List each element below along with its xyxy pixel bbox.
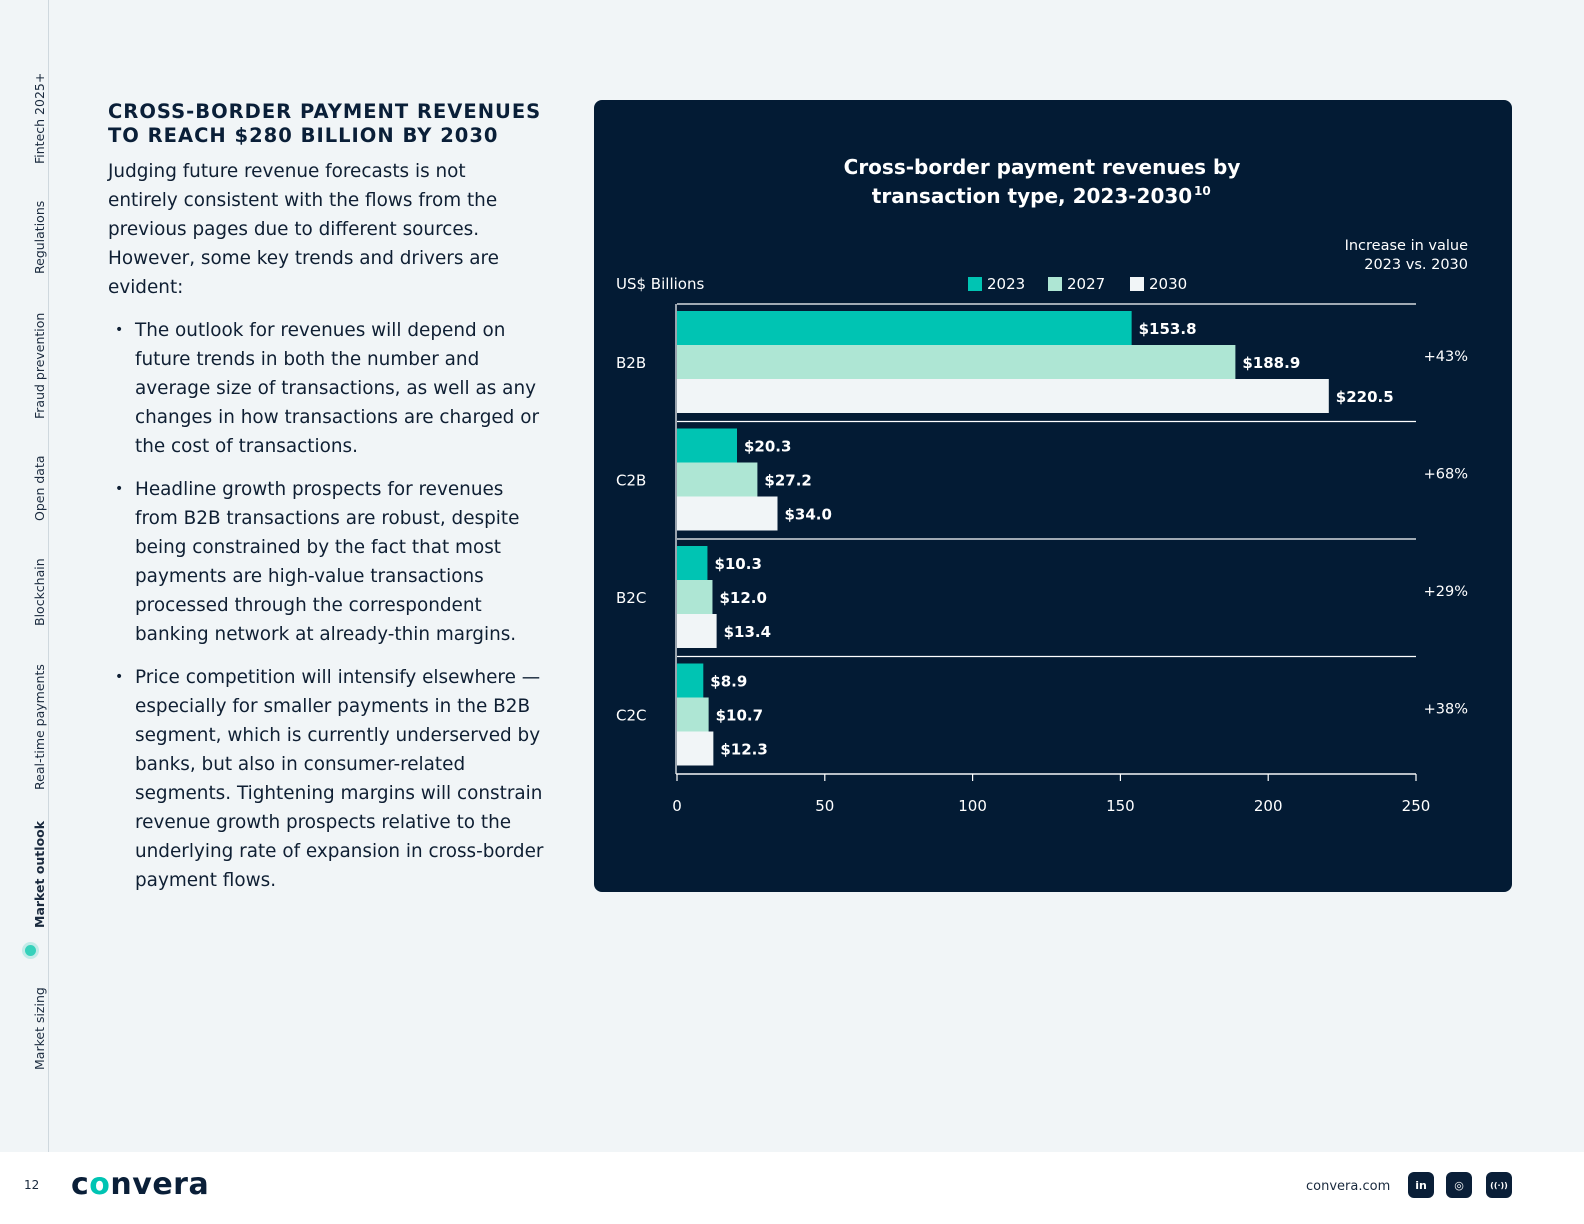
bar-2023-c2c: [677, 664, 703, 698]
sidebar-item-fintech[interactable]: Fintech 2025+: [32, 73, 47, 164]
bar-2027-c2b: [677, 463, 757, 497]
category-label: C2B: [616, 472, 646, 490]
sidebar-item-blockchain[interactable]: Blockchain: [32, 558, 47, 626]
data-label: $20.3: [744, 438, 791, 456]
data-label: $34.0: [785, 506, 832, 524]
bullet-list: The outlook for revenues will depend on …: [108, 316, 548, 909]
data-label: $10.3: [714, 555, 761, 573]
heading-line-1: CROSS-BORDER PAYMENT REVENUES: [108, 100, 541, 123]
sidebar-item-market-sizing[interactable]: Market sizing: [32, 987, 47, 1070]
legend-swatch-2030: [1130, 277, 1144, 291]
sidebar-item-open-data[interactable]: Open data: [32, 455, 47, 521]
x-tick-label: 100: [958, 797, 987, 815]
data-label: $27.2: [764, 472, 811, 490]
data-label: $12.0: [719, 589, 766, 607]
bullet-item: The outlook for revenues will depend on …: [108, 316, 548, 461]
bullet-item: Price competition will intensify elsewhe…: [108, 663, 548, 895]
increase-value: +29%: [1424, 584, 1468, 600]
page-number: 12: [24, 1178, 39, 1192]
linkedin-icon[interactable]: in: [1408, 1172, 1434, 1198]
chart-title-footnote: 10: [1194, 184, 1211, 198]
instagram-icon[interactable]: ◎: [1446, 1172, 1472, 1198]
bar-2030-c2c: [677, 732, 713, 766]
bar-2030-c2b: [677, 497, 778, 531]
bar-2023-b2c: [677, 546, 707, 580]
active-section-dot-icon: [25, 945, 36, 956]
unit-label: US$ Billions: [616, 275, 704, 293]
x-tick-label: 200: [1254, 797, 1283, 815]
bullet-item: Headline growth prospects for revenues f…: [108, 475, 548, 649]
bar-2030-b2c: [677, 614, 717, 648]
legend-swatch-2027: [1048, 277, 1062, 291]
logo-accent: o: [89, 1167, 110, 1202]
chart-title-line-2: transaction type, 2023-2030: [872, 184, 1192, 208]
data-label: $188.9: [1242, 354, 1300, 372]
sidebar-item-fraud-prevention[interactable]: Fraud prevention: [32, 313, 47, 419]
convera-logo: convera: [71, 1167, 209, 1202]
plot-area: B2B $153.8 $188.9 $220.5 +43% C2B $20.3 $27.2 $3…: [616, 304, 1468, 815]
website-link[interactable]: convera.com: [1306, 1179, 1390, 1194]
data-label: $8.9: [710, 673, 747, 691]
data-label: $13.4: [724, 623, 771, 641]
category-label: C2C: [616, 707, 647, 725]
bar-2030-b2b: [677, 379, 1329, 413]
data-label: $12.3: [720, 741, 767, 759]
intro-paragraph: Judging future revenue forecasts is not …: [108, 157, 538, 302]
increase-value: +43%: [1424, 349, 1468, 365]
heading-line-2: TO REACH $280 BILLION BY 2030: [108, 124, 498, 147]
bar-2027-c2c: [677, 698, 709, 732]
page-footer: 12 convera convera.com in ◎ ((·)): [0, 1152, 1584, 1224]
bar-2027-b2b: [677, 345, 1235, 379]
x-tick-label: 50: [815, 797, 834, 815]
legend-swatch-2023: [968, 277, 982, 291]
legend-label-2023: 2023: [987, 275, 1025, 293]
data-label: $220.5: [1336, 388, 1394, 406]
category-label: B2B: [616, 354, 646, 372]
legend-label-2027: 2027: [1067, 275, 1105, 293]
page-heading: CROSS-BORDER PAYMENT REVENUES TO REACH $…: [108, 100, 548, 148]
increase-header-line-1: Increase in value: [1345, 238, 1468, 254]
increase-header-line-2: 2023 vs. 2030: [1364, 257, 1468, 273]
chart-title-line-1: Cross-border payment revenues by: [844, 155, 1241, 179]
data-label: $153.8: [1139, 320, 1197, 338]
bar-2023-b2b: [677, 311, 1132, 345]
chart-panel: Cross-border payment revenues by transac…: [594, 100, 1512, 892]
increase-value: +38%: [1424, 702, 1468, 718]
category-label: B2C: [616, 589, 646, 607]
logo-part-1: c: [71, 1167, 89, 1202]
section-sidebar: Fintech 2025+ Regulations Fraud preventi…: [0, 0, 49, 1152]
x-tick-label: 0: [672, 797, 682, 815]
x-tick-label: 150: [1106, 797, 1135, 815]
podcast-icon[interactable]: ((·)): [1486, 1172, 1512, 1198]
sidebar-item-regulations[interactable]: Regulations: [32, 201, 47, 274]
data-label: $10.7: [716, 707, 763, 725]
bar-chart: Cross-border payment revenues by transac…: [594, 100, 1512, 892]
sidebar-item-market-outlook[interactable]: Market outlook: [32, 821, 47, 928]
bar-2027-b2c: [677, 580, 712, 614]
sidebar-item-real-time-payments[interactable]: Real-time payments: [32, 664, 47, 790]
bar-2023-c2b: [677, 429, 737, 463]
x-tick-label: 250: [1402, 797, 1431, 815]
increase-value: +68%: [1424, 467, 1468, 483]
chart-legend: 2023 2027 2030: [968, 275, 1187, 293]
logo-part-2: nvera: [110, 1167, 209, 1202]
legend-label-2030: 2030: [1149, 275, 1187, 293]
